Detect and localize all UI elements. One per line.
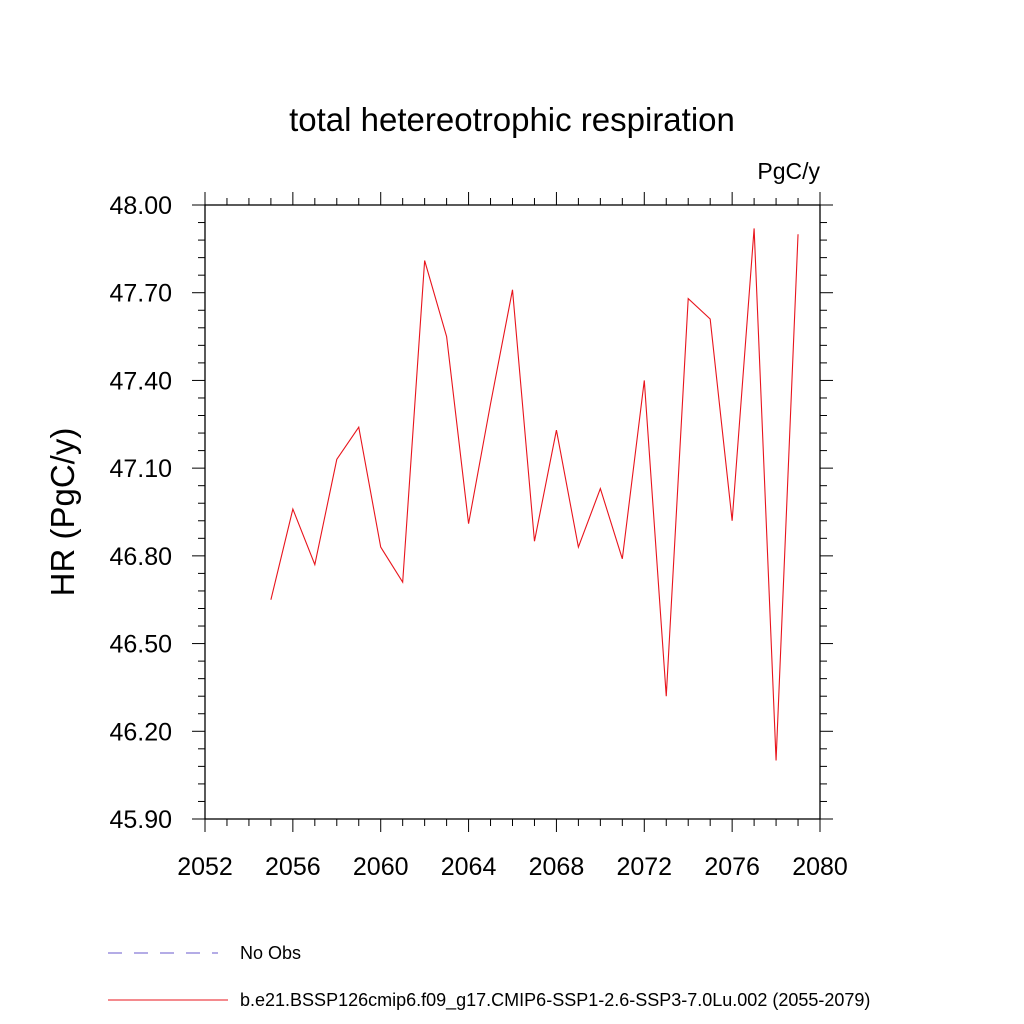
y-axis-label: HR (PgC/y) [44, 428, 81, 597]
legend-label-obs: No Obs [240, 943, 301, 963]
x-tick-label: 2056 [265, 853, 321, 881]
x-tick-label: 2052 [177, 853, 233, 881]
tick-labels: 2052 2056 2060 2064 2068 2072 2076 2080 45.90 46.… [109, 192, 847, 881]
data-point [665, 695, 668, 698]
series-line [270, 228, 799, 761]
data-point [687, 297, 690, 300]
data-point [423, 259, 426, 262]
data-point [489, 402, 492, 405]
plot-frame [204, 204, 821, 820]
data-point [467, 522, 470, 525]
legend-label-series: b.e21.BSSP126cmip6.f09_g17.CMIP6-SSP1-2.… [240, 990, 870, 1011]
data-point [379, 546, 382, 549]
y-tick-label: 46.50 [109, 631, 172, 659]
data-point [643, 379, 646, 382]
data-point [775, 759, 778, 762]
data-point [533, 540, 536, 543]
y-tick-label: 46.80 [109, 543, 172, 571]
data-point [511, 288, 514, 291]
data-point [599, 487, 602, 490]
y-tick-label: 47.40 [109, 367, 172, 395]
data-point [555, 429, 558, 432]
data-point [313, 563, 316, 566]
data-point [269, 598, 272, 601]
legend: No Obs b.e21.BSSP126cmip6.f09_g17.CMIP6-S… [108, 943, 870, 1011]
x-tick-label: 2076 [704, 853, 760, 881]
y-tick-label: 47.10 [109, 455, 172, 483]
data-point [577, 546, 580, 549]
y-tick-label: 46.20 [109, 718, 172, 746]
chart-title: total hetereotrophic respiration [289, 101, 735, 138]
x-tick-label: 2064 [441, 853, 497, 881]
x-tick-label: 2072 [616, 853, 672, 881]
data-point [709, 318, 712, 321]
data-point [357, 426, 360, 429]
x-tick-label: 2060 [353, 853, 409, 881]
data-point [621, 557, 624, 560]
x-tick-label: 2080 [792, 853, 848, 881]
data-point [401, 581, 404, 584]
y-tick-label: 47.70 [109, 280, 172, 308]
plot-area [204, 204, 821, 820]
y-tick-label: 45.90 [109, 806, 172, 834]
y-tick-label: 48.00 [109, 192, 172, 220]
series-layer [269, 227, 800, 762]
data-point [291, 508, 294, 511]
units-label: PgC/y [757, 158, 820, 184]
data-point [797, 233, 800, 236]
axis-ticks [192, 192, 833, 832]
x-tick-label: 2068 [529, 853, 585, 881]
data-point [753, 227, 756, 230]
data-point [731, 519, 734, 522]
data-point [335, 458, 338, 461]
data-point [445, 335, 448, 338]
